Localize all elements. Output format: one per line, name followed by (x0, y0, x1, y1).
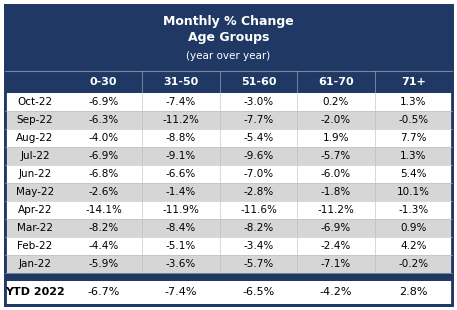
Text: -9.6%: -9.6% (244, 151, 274, 161)
Text: -3.4%: -3.4% (244, 241, 274, 251)
Text: Mar-22: Mar-22 (17, 223, 53, 233)
Text: -4.2%: -4.2% (319, 287, 352, 297)
Text: Monthly % Change: Monthly % Change (163, 15, 294, 28)
Text: -6.9%: -6.9% (89, 97, 119, 107)
Text: -7.0%: -7.0% (244, 169, 274, 179)
Text: -6.9%: -6.9% (321, 223, 351, 233)
Text: -7.1%: -7.1% (321, 259, 351, 269)
Text: 2.8%: 2.8% (399, 287, 428, 297)
Bar (5, 93, 452, 111)
Text: -0.5%: -0.5% (398, 115, 428, 125)
Text: 71+: 71+ (401, 77, 425, 87)
Text: -11.2%: -11.2% (163, 115, 200, 125)
Text: -1.8%: -1.8% (321, 187, 351, 197)
Text: (year over year): (year over year) (186, 51, 271, 61)
Bar (5, 147, 452, 165)
Text: -0.2%: -0.2% (398, 259, 428, 269)
Text: Jun-22: Jun-22 (18, 169, 52, 179)
Text: -1.3%: -1.3% (398, 205, 428, 215)
Text: -5.7%: -5.7% (244, 259, 274, 269)
Text: 1.9%: 1.9% (323, 133, 349, 143)
Bar (65, 71, 143, 93)
Text: 10.1%: 10.1% (397, 187, 430, 197)
Text: 4.2%: 4.2% (400, 241, 426, 251)
Text: -11.6%: -11.6% (240, 205, 277, 215)
Text: Feb-22: Feb-22 (17, 241, 53, 251)
Bar (375, 71, 452, 93)
Text: -6.6%: -6.6% (166, 169, 196, 179)
Text: -8.2%: -8.2% (89, 223, 119, 233)
Bar (5, 183, 452, 201)
Text: 0.2%: 0.2% (323, 97, 349, 107)
Text: -7.4%: -7.4% (166, 97, 196, 107)
Bar (5, 129, 452, 147)
Text: Oct-22: Oct-22 (17, 97, 53, 107)
Text: -5.4%: -5.4% (244, 133, 274, 143)
Bar (5, 111, 452, 129)
Text: -11.9%: -11.9% (163, 205, 200, 215)
Text: 1.3%: 1.3% (400, 151, 426, 161)
Text: 1.3%: 1.3% (400, 97, 426, 107)
Text: -7.4%: -7.4% (165, 287, 197, 297)
Text: 5.4%: 5.4% (400, 169, 426, 179)
Bar (5, 201, 452, 219)
Text: YTD 2022: YTD 2022 (5, 287, 65, 297)
Text: 31-50: 31-50 (164, 77, 199, 87)
Text: -8.2%: -8.2% (244, 223, 274, 233)
Text: -6.7%: -6.7% (87, 287, 120, 297)
Text: -5.1%: -5.1% (166, 241, 196, 251)
Text: -2.0%: -2.0% (321, 115, 351, 125)
Text: -3.0%: -3.0% (244, 97, 274, 107)
Text: -6.8%: -6.8% (89, 169, 119, 179)
Text: -6.9%: -6.9% (89, 151, 119, 161)
Text: -6.0%: -6.0% (321, 169, 351, 179)
Bar (5, 281, 452, 303)
Text: Jul-22: Jul-22 (20, 151, 50, 161)
Bar (5, 255, 452, 273)
Text: 7.7%: 7.7% (400, 133, 426, 143)
Bar (297, 71, 375, 93)
Text: Sep-22: Sep-22 (17, 115, 53, 125)
Text: -6.3%: -6.3% (89, 115, 119, 125)
Text: Age Groups: Age Groups (188, 32, 269, 45)
Text: -1.4%: -1.4% (166, 187, 196, 197)
Bar (5, 71, 65, 93)
Text: -3.6%: -3.6% (166, 259, 196, 269)
Text: Apr-22: Apr-22 (18, 205, 52, 215)
Bar (5, 237, 452, 255)
Text: 51-60: 51-60 (241, 77, 276, 87)
Text: -8.4%: -8.4% (166, 223, 196, 233)
Text: Aug-22: Aug-22 (16, 133, 53, 143)
Text: -7.7%: -7.7% (244, 115, 274, 125)
Text: -4.0%: -4.0% (89, 133, 119, 143)
Text: May-22: May-22 (16, 187, 54, 197)
Text: -2.8%: -2.8% (244, 187, 274, 197)
Text: 0-30: 0-30 (90, 77, 117, 87)
Text: -8.8%: -8.8% (166, 133, 196, 143)
Bar (5, 219, 452, 237)
Bar (5, 165, 452, 183)
Text: -6.5%: -6.5% (242, 287, 275, 297)
Text: -14.1%: -14.1% (85, 205, 122, 215)
Text: -9.1%: -9.1% (166, 151, 196, 161)
Bar (5, 273, 452, 281)
Text: Jan-22: Jan-22 (18, 259, 52, 269)
Text: 0.9%: 0.9% (400, 223, 426, 233)
Text: -5.7%: -5.7% (321, 151, 351, 161)
Bar (220, 71, 297, 93)
Text: 61-70: 61-70 (318, 77, 354, 87)
Bar (143, 71, 220, 93)
Text: -11.2%: -11.2% (318, 205, 354, 215)
Text: -5.9%: -5.9% (89, 259, 119, 269)
Bar (5, 5, 452, 71)
Text: -4.4%: -4.4% (89, 241, 119, 251)
Text: -2.4%: -2.4% (321, 241, 351, 251)
Text: -2.6%: -2.6% (89, 187, 119, 197)
